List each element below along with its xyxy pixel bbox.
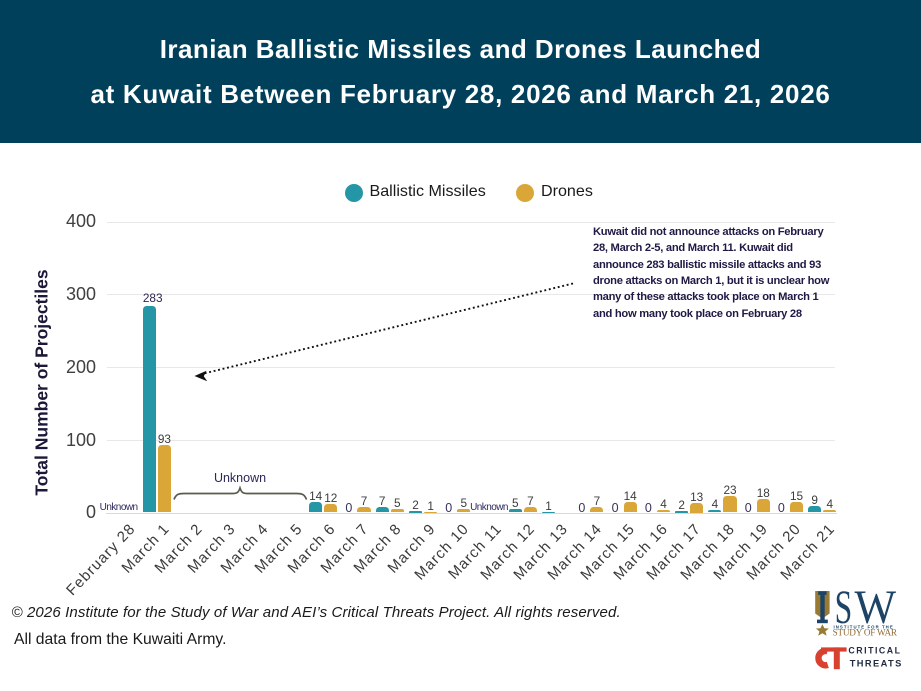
svg-text:STUDY OF WAR: STUDY OF WAR [833,628,898,638]
svg-text:THREATS: THREATS [850,659,902,669]
svg-text:S: S [835,585,853,634]
svg-text:W: W [855,585,897,634]
svg-text:INSTITUTE FOR THE: INSTITUTE FOR THE [834,625,893,630]
svg-text:CRITICAL: CRITICAL [848,645,900,655]
